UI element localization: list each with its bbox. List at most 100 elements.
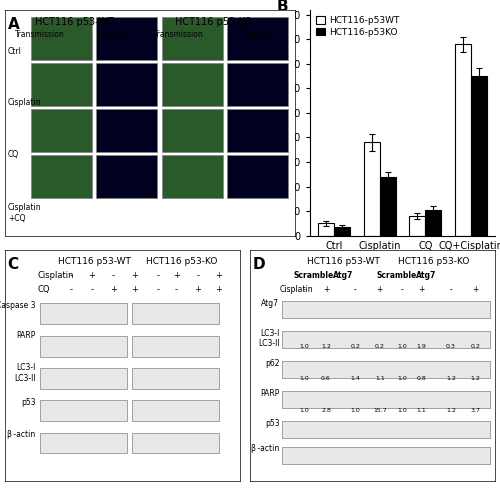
- Text: LC3-I
LC3-II: LC3-I LC3-II: [258, 329, 280, 348]
- Bar: [455, 44, 470, 236]
- Text: D: D: [252, 257, 265, 273]
- Text: +: +: [88, 271, 96, 280]
- Text: 1.1: 1.1: [416, 409, 426, 413]
- Text: +: +: [418, 285, 424, 294]
- FancyBboxPatch shape: [132, 433, 219, 454]
- Text: Atg7: Atg7: [333, 271, 353, 280]
- Text: -: -: [450, 285, 452, 294]
- FancyBboxPatch shape: [282, 331, 490, 349]
- Text: 1.2: 1.2: [446, 409, 456, 413]
- Text: 1.2: 1.2: [470, 376, 480, 381]
- FancyBboxPatch shape: [227, 63, 288, 106]
- FancyBboxPatch shape: [162, 156, 222, 198]
- Bar: [318, 223, 334, 236]
- Text: -: -: [354, 285, 356, 294]
- Text: β -actin: β -actin: [8, 431, 36, 439]
- Text: -: -: [302, 285, 306, 294]
- FancyBboxPatch shape: [132, 401, 219, 421]
- Text: 1.0: 1.0: [397, 409, 407, 413]
- Text: +: +: [131, 271, 138, 280]
- FancyBboxPatch shape: [40, 336, 127, 356]
- Text: +: +: [216, 271, 222, 280]
- Bar: [470, 76, 486, 236]
- Text: 1.0: 1.0: [299, 344, 309, 349]
- Text: 1.2: 1.2: [321, 344, 331, 349]
- Text: Cisplatin
+CQ: Cisplatin +CQ: [8, 203, 42, 223]
- Text: p53: p53: [265, 419, 280, 428]
- Text: 1.4: 1.4: [350, 376, 360, 381]
- Text: Caspase 3: Caspase 3: [0, 301, 36, 310]
- Text: HCT116 p53-KO: HCT116 p53-KO: [398, 257, 469, 266]
- FancyBboxPatch shape: [162, 109, 222, 152]
- Text: Transmission: Transmission: [154, 30, 204, 39]
- Text: +: +: [131, 285, 138, 294]
- Text: 1.0: 1.0: [397, 376, 407, 381]
- Text: -: -: [90, 285, 94, 294]
- Text: p53: p53: [21, 398, 35, 407]
- Text: HCT116 p53-WT: HCT116 p53-WT: [35, 17, 114, 27]
- Legend: HCT116-p53WT, HCT116-p53KO: HCT116-p53WT, HCT116-p53KO: [314, 14, 401, 39]
- Text: +: +: [376, 285, 383, 294]
- Text: Hoechst: Hoechst: [96, 30, 128, 39]
- Text: 1.9: 1.9: [416, 344, 426, 349]
- Text: C: C: [8, 257, 18, 273]
- Text: 1.0: 1.0: [350, 409, 360, 413]
- Text: 3.7: 3.7: [470, 409, 480, 413]
- Text: HCT116 p53-WT: HCT116 p53-WT: [58, 257, 130, 266]
- FancyBboxPatch shape: [96, 156, 157, 198]
- Text: +: +: [323, 285, 329, 294]
- FancyBboxPatch shape: [227, 156, 288, 198]
- Text: Atg7: Atg7: [262, 299, 280, 308]
- Text: +: +: [110, 285, 116, 294]
- FancyBboxPatch shape: [162, 17, 222, 59]
- FancyBboxPatch shape: [282, 421, 490, 438]
- FancyBboxPatch shape: [282, 447, 490, 464]
- Text: Hoechst: Hoechst: [242, 30, 273, 39]
- Text: CQ: CQ: [38, 285, 50, 294]
- Text: 1.1: 1.1: [375, 376, 384, 381]
- Text: 15.7: 15.7: [373, 409, 386, 413]
- FancyBboxPatch shape: [40, 433, 127, 454]
- FancyBboxPatch shape: [132, 336, 219, 356]
- FancyBboxPatch shape: [40, 303, 127, 324]
- Text: Transmission: Transmission: [15, 30, 64, 39]
- Text: CQ: CQ: [8, 150, 19, 159]
- FancyBboxPatch shape: [40, 368, 127, 389]
- FancyBboxPatch shape: [132, 368, 219, 389]
- FancyBboxPatch shape: [96, 17, 157, 59]
- Text: 0.2: 0.2: [375, 344, 385, 349]
- Text: +: +: [216, 285, 222, 294]
- Y-axis label: Apoptotic cells (%): Apoptotic cells (%): [273, 77, 283, 168]
- Text: Cisplatin: Cisplatin: [8, 98, 42, 107]
- Text: Atg7: Atg7: [416, 271, 436, 280]
- FancyBboxPatch shape: [31, 156, 92, 198]
- Text: A: A: [8, 17, 20, 31]
- Text: 2.8: 2.8: [321, 409, 331, 413]
- Text: HCT116 p53-KO: HCT116 p53-KO: [146, 257, 217, 266]
- FancyBboxPatch shape: [282, 361, 490, 379]
- Text: -: -: [70, 271, 72, 280]
- Text: Ctrl: Ctrl: [8, 47, 22, 56]
- Text: B: B: [276, 0, 288, 14]
- Text: Scramble: Scramble: [377, 271, 417, 280]
- FancyBboxPatch shape: [40, 401, 127, 421]
- Text: -: -: [112, 271, 114, 280]
- FancyBboxPatch shape: [31, 63, 92, 106]
- Text: 0.2: 0.2: [350, 344, 360, 349]
- Text: 1.0: 1.0: [299, 376, 309, 381]
- Text: p62: p62: [265, 359, 280, 368]
- Text: +: +: [194, 285, 201, 294]
- FancyBboxPatch shape: [162, 63, 222, 106]
- FancyBboxPatch shape: [31, 17, 92, 59]
- Text: 1.0: 1.0: [299, 409, 309, 413]
- Text: +: +: [472, 285, 478, 294]
- FancyBboxPatch shape: [132, 303, 219, 324]
- Text: 1.2: 1.2: [446, 376, 456, 381]
- Text: PARP: PARP: [16, 331, 36, 340]
- Bar: [425, 210, 441, 236]
- Text: HCT116 p53-WT: HCT116 p53-WT: [306, 257, 380, 266]
- Text: Scramble: Scramble: [294, 271, 334, 280]
- Text: +: +: [173, 271, 180, 280]
- Bar: [364, 142, 380, 236]
- Text: Cisplatin: Cisplatin: [38, 271, 74, 280]
